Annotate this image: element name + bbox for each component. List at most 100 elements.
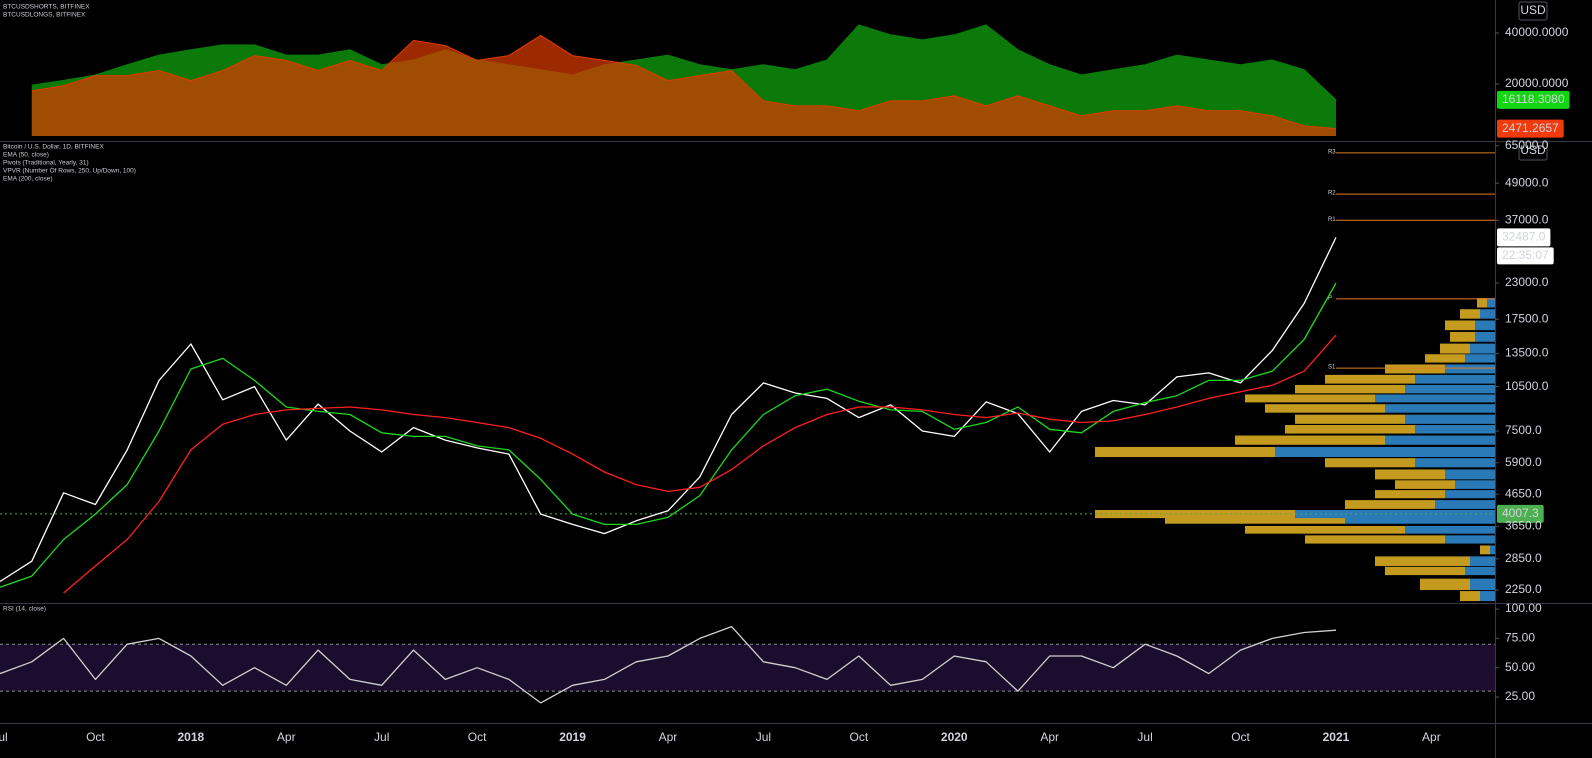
y-tick-label: 40000.0000	[1505, 25, 1569, 39]
volume-down	[1375, 469, 1445, 480]
volume-up	[1435, 500, 1495, 509]
legend-entry: Bitcoin / U.S. Dollar, 1D, BITFINEX	[3, 144, 104, 151]
legend-entry: VPVR (Number Of Rows, 250, Up/Down, 100)	[3, 168, 136, 175]
overlay: 2471.2657 16118.3080 BTCUSDSHORTS, BITFINE…	[3, 1, 1570, 613]
volume-up	[1455, 480, 1495, 489]
volume-up	[1405, 384, 1495, 394]
volume-down	[1480, 545, 1490, 555]
x-tick-label: Apr	[277, 730, 296, 744]
y-tick-label: 65000.0	[1505, 138, 1549, 152]
x-tick-label: 2018	[177, 730, 204, 744]
volume-up	[1480, 309, 1495, 319]
scale-unit-box[interactable]	[1518, 1, 1548, 21]
x-tick-label: Oct	[1231, 730, 1250, 744]
volume-down	[1420, 578, 1470, 590]
volume-down	[1295, 384, 1405, 394]
legend-entry: EMA (200, close)	[3, 176, 53, 183]
volume-up	[1465, 566, 1495, 576]
shorts-longs-pane	[31, 24, 1337, 136]
y-tick-label: 49000.0	[1505, 175, 1549, 189]
volume-down	[1425, 354, 1465, 363]
volume-up	[1405, 414, 1495, 424]
y-tick-label: 23000.0	[1505, 275, 1549, 289]
volume-up	[1470, 556, 1495, 566]
volume-down	[1460, 309, 1480, 319]
volume-up	[1445, 364, 1495, 374]
volume-up	[1385, 404, 1495, 413]
y-tick-label: 17500.0	[1505, 311, 1549, 325]
x-tick-label: Jul	[756, 730, 771, 744]
y-tick-label: 13500.0	[1505, 346, 1549, 360]
volume-up	[1445, 535, 1495, 544]
last-value-label-box	[1497, 228, 1551, 247]
area-line	[31, 34, 1337, 130]
volume-down	[1305, 535, 1445, 544]
volume-down	[1460, 591, 1480, 602]
volume-up	[1415, 374, 1495, 384]
series-line	[63, 334, 1337, 594]
pivot-label: S1	[1328, 365, 1336, 371]
volume-up	[1470, 578, 1495, 590]
y-tick-label: 20000.0000	[1505, 76, 1569, 90]
last-value-label-box	[1497, 119, 1564, 138]
y-tick-label: 25.00	[1505, 689, 1535, 703]
volume-down	[1440, 343, 1470, 354]
pivot-label: R3	[1328, 149, 1336, 155]
legend-entry: BTCUSDSHORTS, BITFINEX	[3, 4, 90, 11]
volume-down	[1395, 480, 1455, 489]
area-line	[31, 24, 1337, 101]
volume-down	[1245, 526, 1405, 534]
pivot-label: P	[1328, 295, 1332, 301]
x-tick-label: Jul	[374, 730, 389, 744]
x-tick-label: Oct	[849, 730, 868, 744]
volume-down	[1385, 566, 1465, 576]
scale-unit[interactable]: USD	[1520, 3, 1546, 17]
y-tick-label: 37000.0	[1505, 212, 1549, 226]
volume-down	[1445, 320, 1475, 331]
y-tick-label: 75.00	[1505, 631, 1535, 645]
y-tick-label: 2250.0	[1505, 582, 1542, 596]
scale-unit-box[interactable]	[1518, 141, 1548, 161]
series-line	[0, 625, 1337, 704]
pivot-label: R1	[1328, 217, 1336, 223]
volume-up	[1487, 298, 1495, 308]
x-tick-label: Apr	[1040, 730, 1059, 744]
rsi-band	[0, 644, 1495, 692]
y-tick-label: 4650.0	[1505, 486, 1542, 500]
x-tick-label: 2019	[559, 730, 586, 744]
volume-down	[1477, 298, 1487, 308]
y-tick-label: 10500.0	[1505, 379, 1549, 393]
poc-label: 4007.3	[1502, 506, 1539, 520]
volume-up	[1445, 490, 1495, 499]
volume-down	[1235, 435, 1385, 445]
volume-up	[1345, 517, 1495, 524]
x-tick-label: 2021	[1323, 730, 1350, 744]
x-tick-label: Oct	[86, 730, 105, 744]
volume-down	[1345, 500, 1435, 509]
volume-up	[1475, 331, 1495, 342]
last-value-label-box	[1497, 90, 1570, 109]
rsi-pane	[0, 625, 1495, 704]
volume-up	[1465, 354, 1495, 363]
x-tick-label: Apr	[1422, 730, 1441, 744]
last-value-label: 32487.0	[1502, 230, 1546, 244]
scale-unit[interactable]: USD	[1520, 143, 1546, 157]
volume-down	[1325, 374, 1415, 384]
volume-down	[1265, 404, 1385, 413]
last-value-label: 2471.2657	[1502, 121, 1559, 135]
y-tick-label: 50.00	[1505, 660, 1535, 674]
area-fill	[31, 35, 1336, 136]
countdown: 22:35:07	[1502, 248, 1549, 262]
volume-down	[1095, 446, 1275, 458]
series-line	[0, 237, 1337, 583]
volume-up	[1475, 320, 1495, 331]
y-tick-label: 2850.0	[1505, 551, 1542, 565]
volume-up	[1415, 425, 1495, 434]
volume-down	[1385, 364, 1445, 374]
y-tick-label: 7500.0	[1505, 423, 1542, 437]
volume-up	[1470, 343, 1495, 354]
legend-entry: RSI (14, close)	[3, 606, 46, 613]
price-pane: R3 R2 R1 P S1	[0, 149, 1495, 602]
volume-up	[1445, 469, 1495, 480]
